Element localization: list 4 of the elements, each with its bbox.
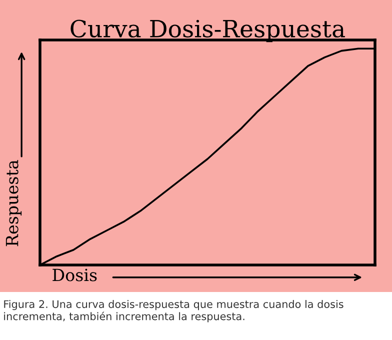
y-axis-title: Respuesta <box>6 160 22 246</box>
chart-title: Curva Dosis-Respuesta <box>70 20 345 42</box>
text: Figura 2. Una curva dosis-respuesta que muestra cuando la dosis incrementa, también incrementa la respuesta. <box>4 300 344 322</box>
x-axis-title: Dosis <box>52 268 97 282</box>
